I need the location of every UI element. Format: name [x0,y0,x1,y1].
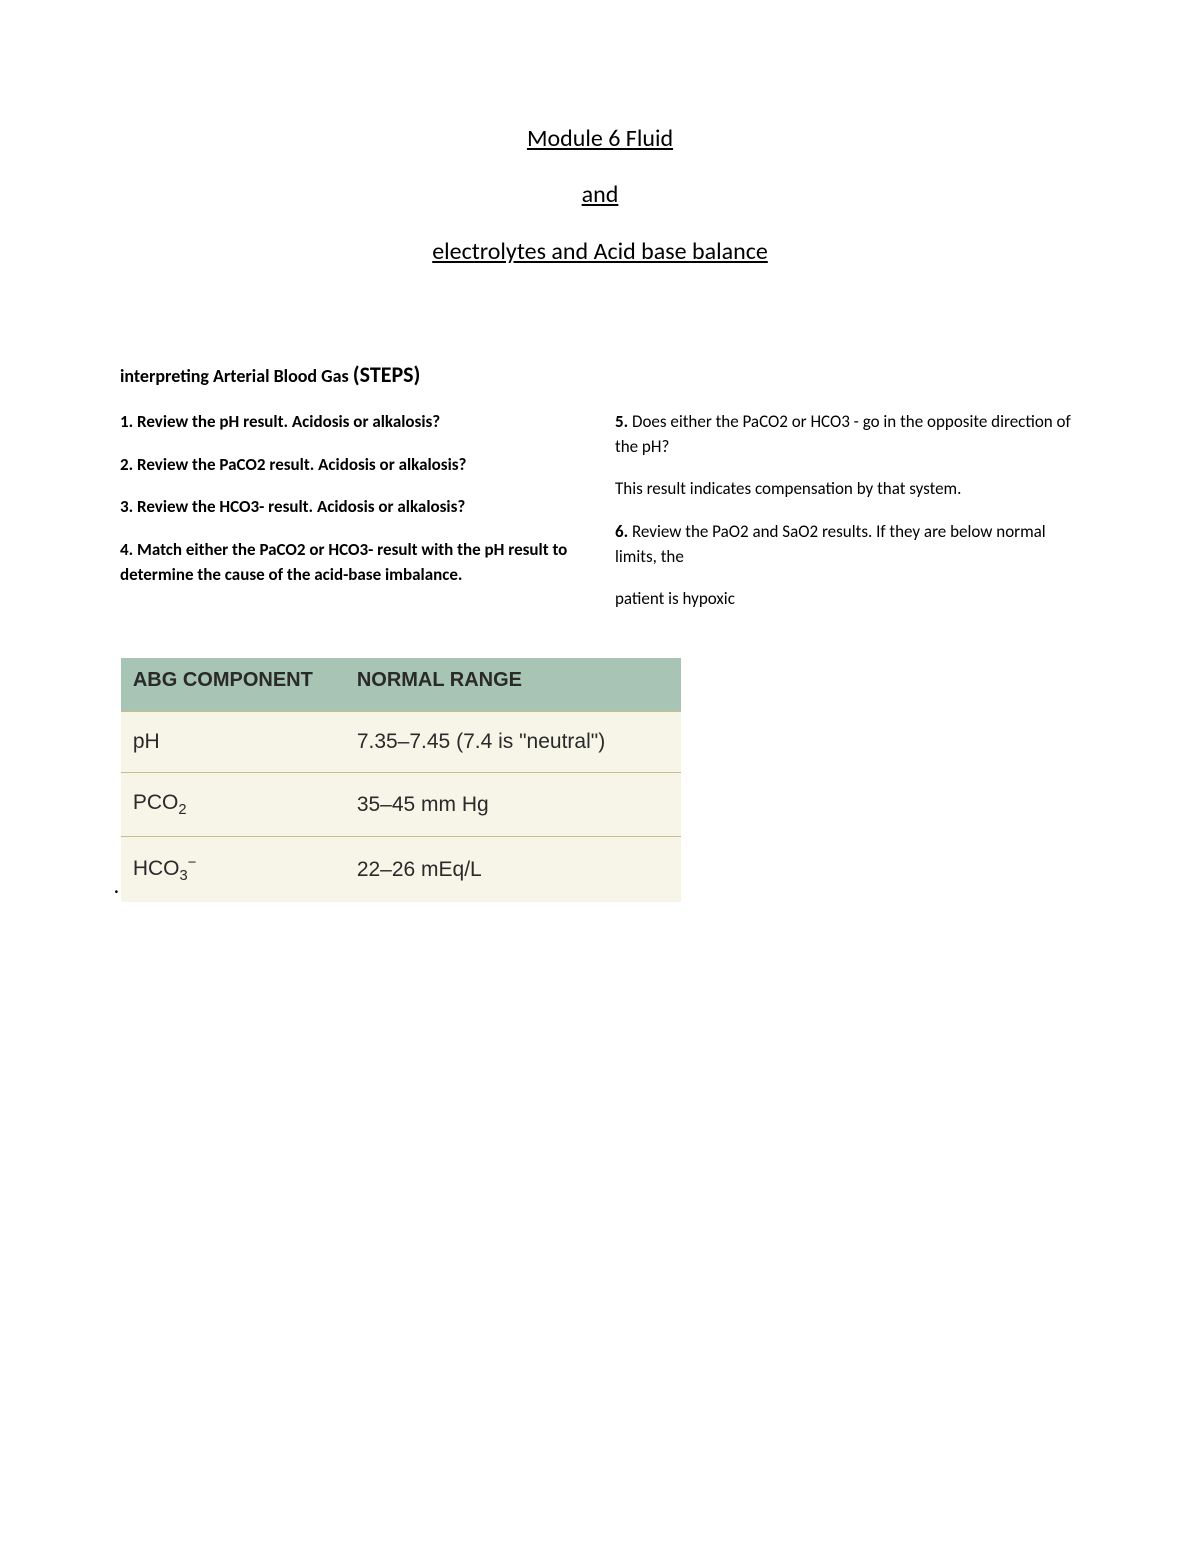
step-text: Does either the PaCO2 or HCO3 - go in th… [615,411,1071,457]
step-number: 6. [615,521,632,542]
section-heading-prefix: interpreting Arterial Blood Gas [120,365,353,387]
title-line-1: Module 6 Fluid [120,120,1080,158]
step-item: 6. Review the PaO2 and SaO2 results. If … [615,520,1080,569]
step-number: 3. [120,496,137,517]
abg-header-component: ABG COMPONENT [121,658,345,712]
abg-table: ABG COMPONENT NORMAL RANGE pH7.35–7.45 (… [121,658,681,902]
step-item: 5. Does either the PaCO2 or HCO3 - go in… [615,410,1080,459]
abg-header-range: NORMAL RANGE [345,658,681,712]
title-line-2: and [120,176,1080,214]
step-item: patient is hypoxic [615,587,1080,612]
step-text: Review the PaO2 and SaO2 results. If the… [615,521,1046,567]
step-item: 1. Review the pH result. Acidosis or alk… [120,410,585,435]
abg-component-cell: pH [121,712,345,773]
step-item: 2. Review the PaCO2 result. Acidosis or … [120,453,585,478]
step-number: 4. [120,539,137,560]
abg-component-cell: PCO2 [121,773,345,837]
abg-range-cell: 35–45 mm Hg [345,773,681,837]
abg-range-cell: 22–26 mEq/L [345,837,681,903]
section-heading: interpreting Arterial Blood Gas (STEPS) [120,361,1080,388]
table-row: PCO235–45 mm Hg [121,773,681,837]
title-block: Module 6 Fluid and electrolytes and Acid… [120,120,1080,271]
section-heading-emphasis: (STEPS) [353,361,421,388]
step-item: 4. Match either the PaCO2 or HCO3- resul… [120,538,585,587]
steps-left-column: 1. Review the pH result. Acidosis or alk… [120,410,585,630]
step-text: This result indicates compensation by th… [615,478,961,499]
step-number: 5. [615,411,632,432]
step-text: patient is hypoxic [615,588,735,609]
step-item: 3. Review the HCO3- result. Acidosis or … [120,495,585,520]
table-row: pH7.35–7.45 (7.4 is "neutral") [121,712,681,773]
abg-table-header-row: ABG COMPONENT NORMAL RANGE [121,658,681,712]
step-number: 1. [120,411,137,432]
abg-component-cell: HCO3− [121,837,345,903]
step-item: This result indicates compensation by th… [615,477,1080,502]
step-text: Review the HCO3- result. Acidosis or alk… [137,496,465,517]
step-number: 2. [120,454,137,475]
step-text: Match either the PaCO2 or HCO3- result w… [120,539,567,585]
step-text: Review the pH result. Acidosis or alkalo… [137,411,440,432]
trailing-dot: . [114,876,121,902]
steps-columns: 1. Review the pH result. Acidosis or alk… [120,410,1080,630]
abg-table-wrap: . ABG COMPONENT NORMAL RANGE pH7.35–7.45… [120,658,1080,902]
table-row: HCO3−22–26 mEq/L [121,837,681,903]
abg-range-cell: 7.35–7.45 (7.4 is "neutral") [345,712,681,773]
step-text: Review the PaCO2 result. Acidosis or alk… [137,454,466,475]
steps-right-column: 5. Does either the PaCO2 or HCO3 - go in… [615,410,1080,630]
title-line-3: electrolytes and Acid base balance [120,233,1080,271]
